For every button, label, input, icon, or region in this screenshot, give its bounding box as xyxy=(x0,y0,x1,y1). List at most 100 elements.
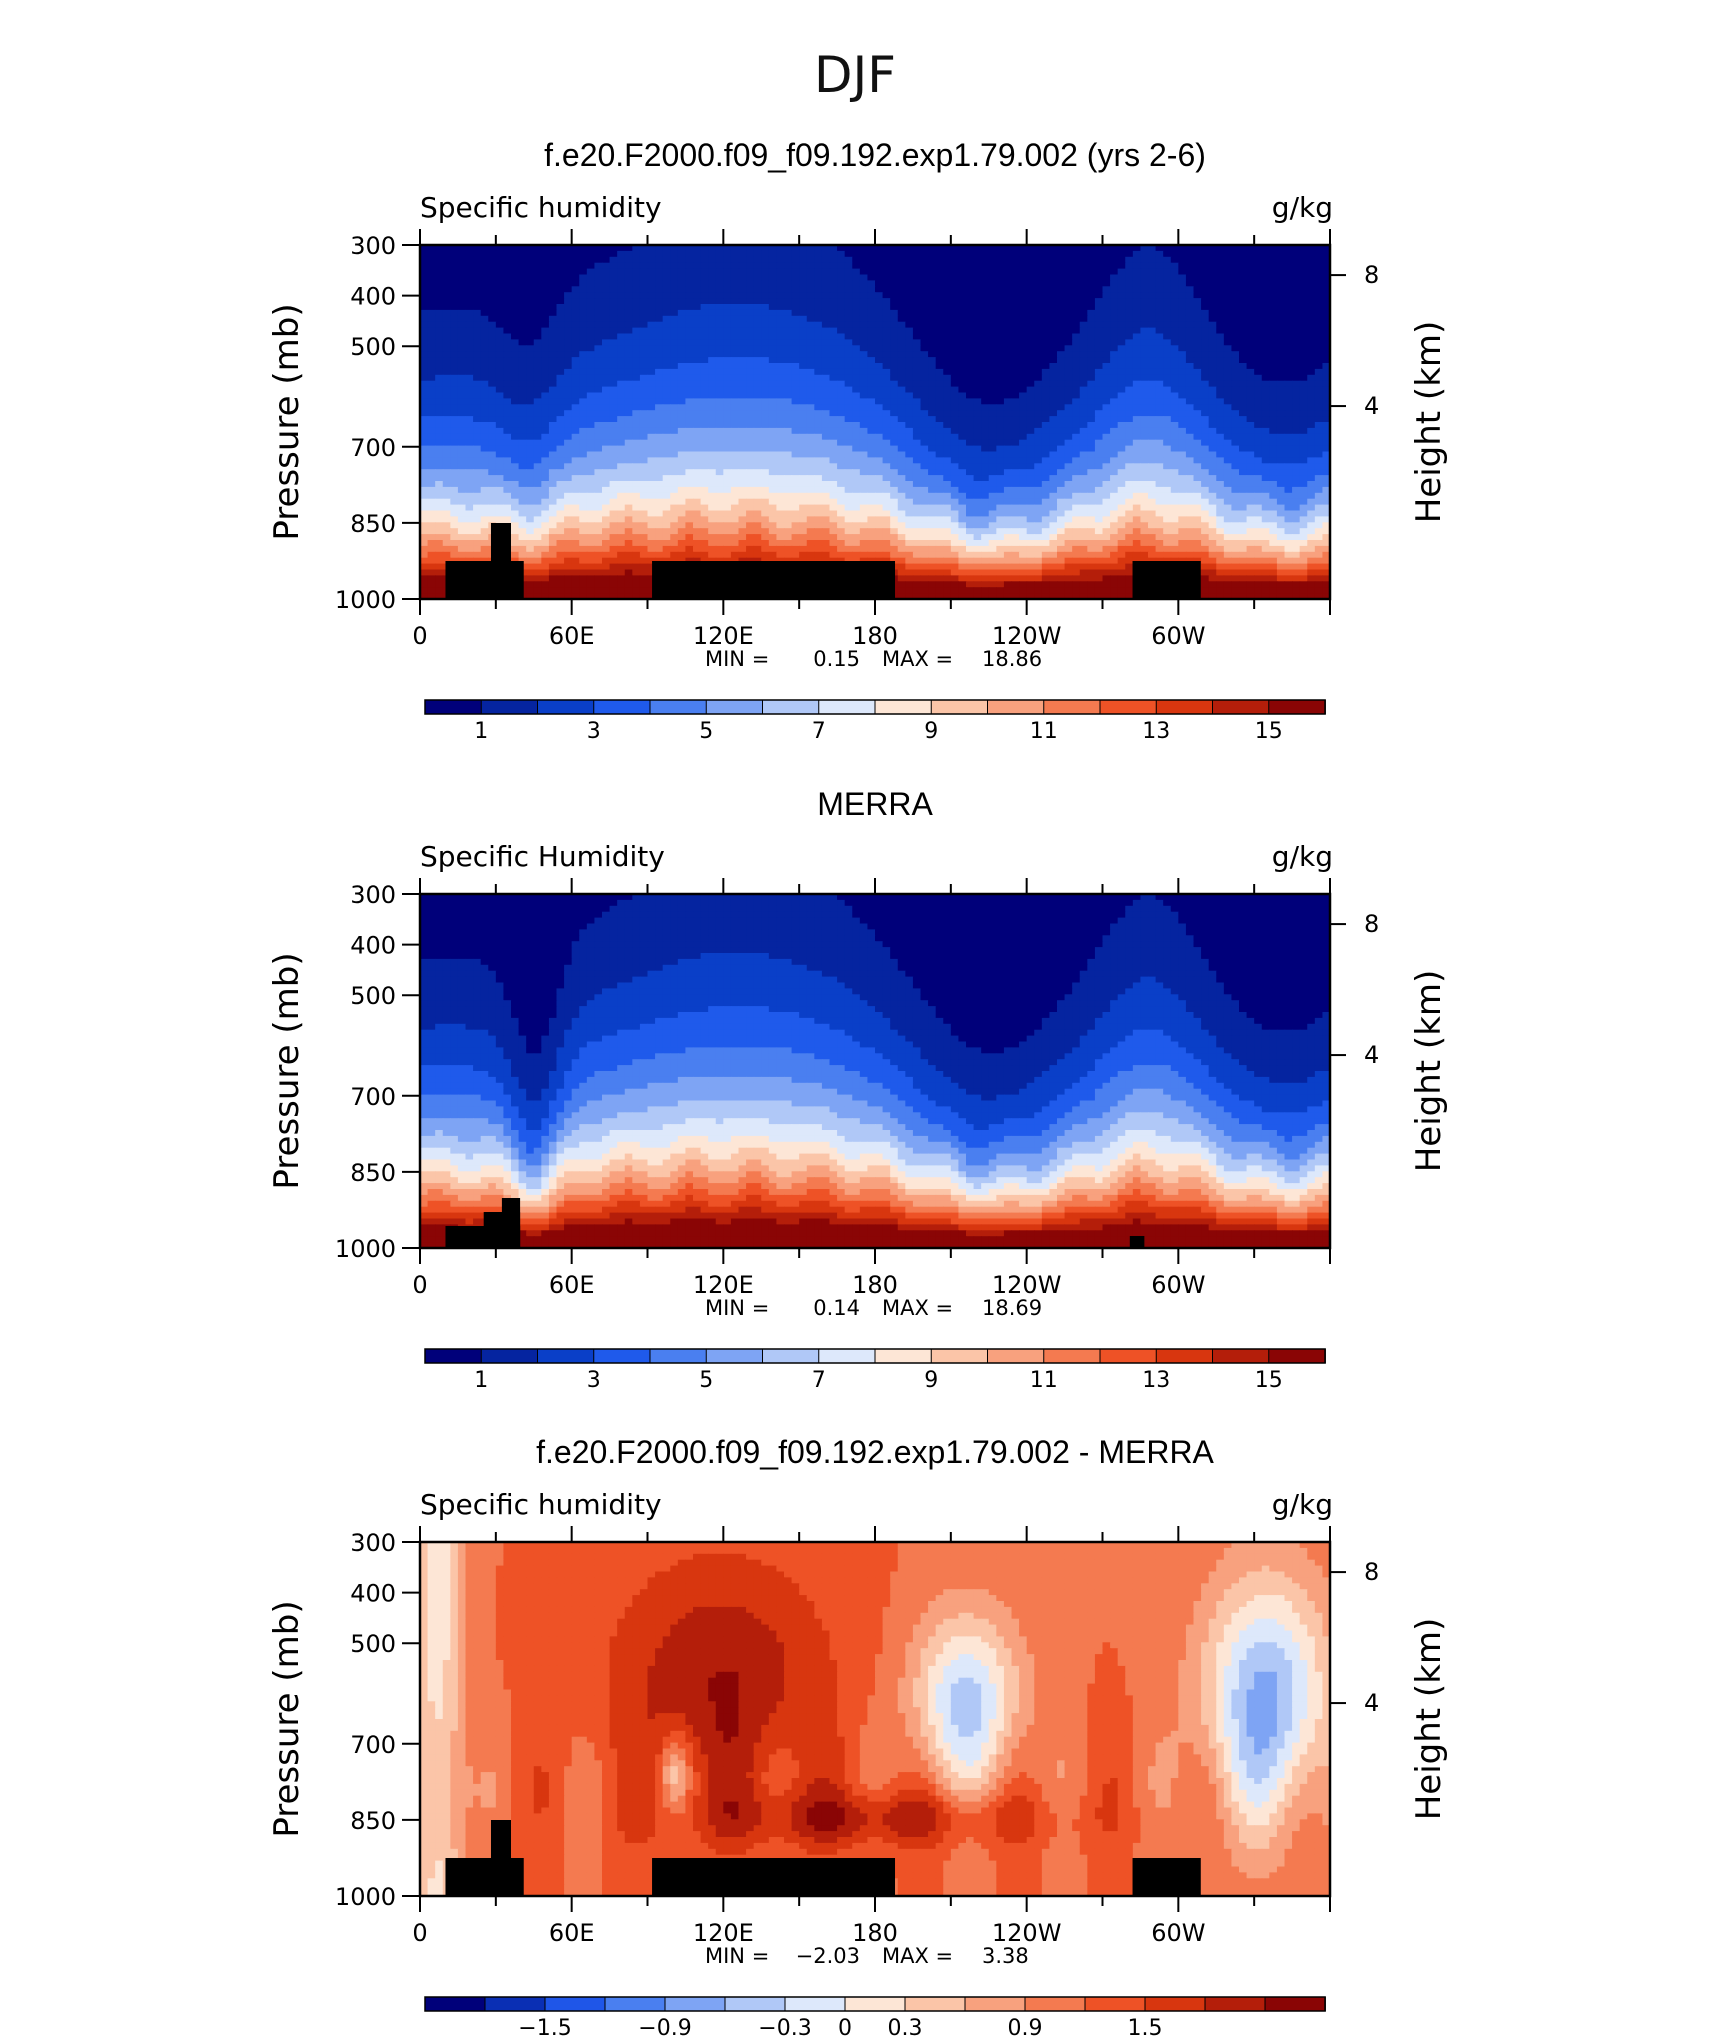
x-tick-label: 60W xyxy=(1151,1919,1205,1947)
colorbar-box xyxy=(819,700,876,714)
x-tick-label: 0 xyxy=(412,1919,427,1947)
contour-field xyxy=(420,1542,1331,1897)
y-tick-label: 400 xyxy=(350,283,396,311)
x-tick-label: 60E xyxy=(549,1271,595,1299)
colorbar-label: 9 xyxy=(924,1368,938,1393)
panel-units-label: g/kg xyxy=(1272,840,1333,873)
figure: DJF f.e20.F2000.f09_f09.192.exp1.79.002 … xyxy=(0,0,1710,2038)
y-tick-label: 500 xyxy=(350,1630,396,1658)
x-tick-label: 180 xyxy=(852,1271,898,1299)
min-value: −2.03 xyxy=(796,1944,860,1968)
max-value: 18.69 xyxy=(982,1296,1042,1320)
colorbar-box xyxy=(605,1997,665,2011)
colorbar-box xyxy=(481,1349,538,1363)
colorbar-box xyxy=(763,700,820,714)
colorbar-box xyxy=(1269,1349,1326,1363)
x-tick-label: 60W xyxy=(1151,1271,1205,1299)
colorbar-box xyxy=(1100,700,1157,714)
y-tick-label: 300 xyxy=(350,1529,396,1557)
colorbar-box xyxy=(1213,700,1270,714)
colorbar-box xyxy=(1213,1349,1270,1363)
y2-tick-label: 4 xyxy=(1364,1689,1379,1717)
colorbar-box xyxy=(650,1349,707,1363)
colorbar-box xyxy=(650,700,707,714)
colorbar-label: 15 xyxy=(1255,1368,1283,1393)
y-tick-label: 850 xyxy=(350,510,396,538)
y-tick-label: 1000 xyxy=(335,586,396,614)
y-tick-label: 300 xyxy=(350,232,396,260)
colorbar-label: 3 xyxy=(587,719,601,744)
colorbar-box xyxy=(1025,1997,1085,2011)
x-tick-label: 0 xyxy=(412,622,427,650)
colorbar-label: 13 xyxy=(1142,719,1170,744)
x-tick-label: 120E xyxy=(693,1271,754,1299)
y-tick-label: 500 xyxy=(350,982,396,1010)
min-value: 0.14 xyxy=(813,1296,860,1320)
colorbar-box xyxy=(594,700,651,714)
y-tick-label: 700 xyxy=(350,1731,396,1759)
colorbar-label: −0.3 xyxy=(758,2016,811,2038)
y2-tick-label: 4 xyxy=(1364,392,1379,420)
x-tick-label: 120W xyxy=(992,1271,1062,1299)
colorbar-box xyxy=(785,1997,845,2011)
y-tick-label: 500 xyxy=(350,333,396,361)
colorbar-box xyxy=(931,700,988,714)
panel-1: f.e20.F2000.f09_f09.192.exp1.79.002 (yrs… xyxy=(267,137,1449,744)
colorbar-box xyxy=(845,1997,905,2011)
panel-title: f.e20.F2000.f09_f09.192.exp1.79.002 (yrs… xyxy=(544,137,1206,173)
colorbar-box xyxy=(875,1349,932,1363)
y2-tick-label: 4 xyxy=(1364,1041,1379,1069)
colorbar-label: 0 xyxy=(838,2016,852,2038)
y-tick-label: 300 xyxy=(350,881,396,909)
max-label: MAX = xyxy=(882,1296,953,1320)
colorbar-label: 1 xyxy=(474,719,488,744)
contour-field xyxy=(420,894,1331,1249)
colorbar-box xyxy=(1100,1349,1157,1363)
x-tick-label: 180 xyxy=(852,622,898,650)
colorbar-label: 0.9 xyxy=(1008,2016,1043,2038)
colorbar-box xyxy=(931,1349,988,1363)
x-tick-label: 60W xyxy=(1151,622,1205,650)
colorbar-box xyxy=(819,1349,876,1363)
colorbar-box xyxy=(481,700,538,714)
colorbar-label: 1.5 xyxy=(1128,2016,1163,2038)
colorbar-box xyxy=(538,1349,595,1363)
figure-title: DJF xyxy=(814,46,896,104)
colorbar: 1 3 5 7 9 11 13 15 xyxy=(425,1349,1325,1393)
x-tick-label: 60E xyxy=(549,1919,595,1947)
y-tick-label: 1000 xyxy=(335,1235,396,1263)
colorbar-box xyxy=(538,700,595,714)
min-label: MIN = xyxy=(705,1296,769,1320)
colorbar-box xyxy=(1265,1997,1325,2011)
panel-variable-label: Specific humidity xyxy=(420,1488,662,1521)
colorbar-box xyxy=(1156,700,1213,714)
y2-tick-label: 8 xyxy=(1364,261,1379,289)
x-tick-label: 120E xyxy=(693,622,754,650)
colorbar-label: 5 xyxy=(699,719,713,744)
panel-variable-label: Specific humidity xyxy=(420,191,662,224)
panel-3: f.e20.F2000.f09_f09.192.exp1.79.002 - ME… xyxy=(267,1434,1449,2038)
colorbar-box xyxy=(1205,1997,1265,2011)
min-label: MIN = xyxy=(705,647,769,671)
max-value: 3.38 xyxy=(982,1944,1029,1968)
colorbar-box xyxy=(988,1349,1045,1363)
colorbar: 1 3 5 7 9 11 13 15 xyxy=(425,700,1325,744)
y-tick-label: 400 xyxy=(350,1580,396,1608)
colorbar-box xyxy=(425,700,482,714)
y-tick-label: 700 xyxy=(350,434,396,462)
colorbar-box xyxy=(425,1997,485,2011)
colorbar-label: 9 xyxy=(924,719,938,744)
colorbar-label: 11 xyxy=(1030,1368,1058,1393)
colorbar-box xyxy=(1085,1997,1145,2011)
panel-units-label: g/kg xyxy=(1272,191,1333,224)
y2-tick-label: 8 xyxy=(1364,910,1379,938)
max-label: MAX = xyxy=(882,1944,953,1968)
y-axis-label: Pressure (mb) xyxy=(267,952,307,1189)
y-tick-label: 700 xyxy=(350,1083,396,1111)
y-axis-label: Pressure (mb) xyxy=(267,303,307,540)
panel-units-label: g/kg xyxy=(1272,1488,1333,1521)
colorbar-box xyxy=(1044,1349,1101,1363)
colorbar-box xyxy=(545,1997,605,2011)
y2-tick-label: 8 xyxy=(1364,1558,1379,1586)
